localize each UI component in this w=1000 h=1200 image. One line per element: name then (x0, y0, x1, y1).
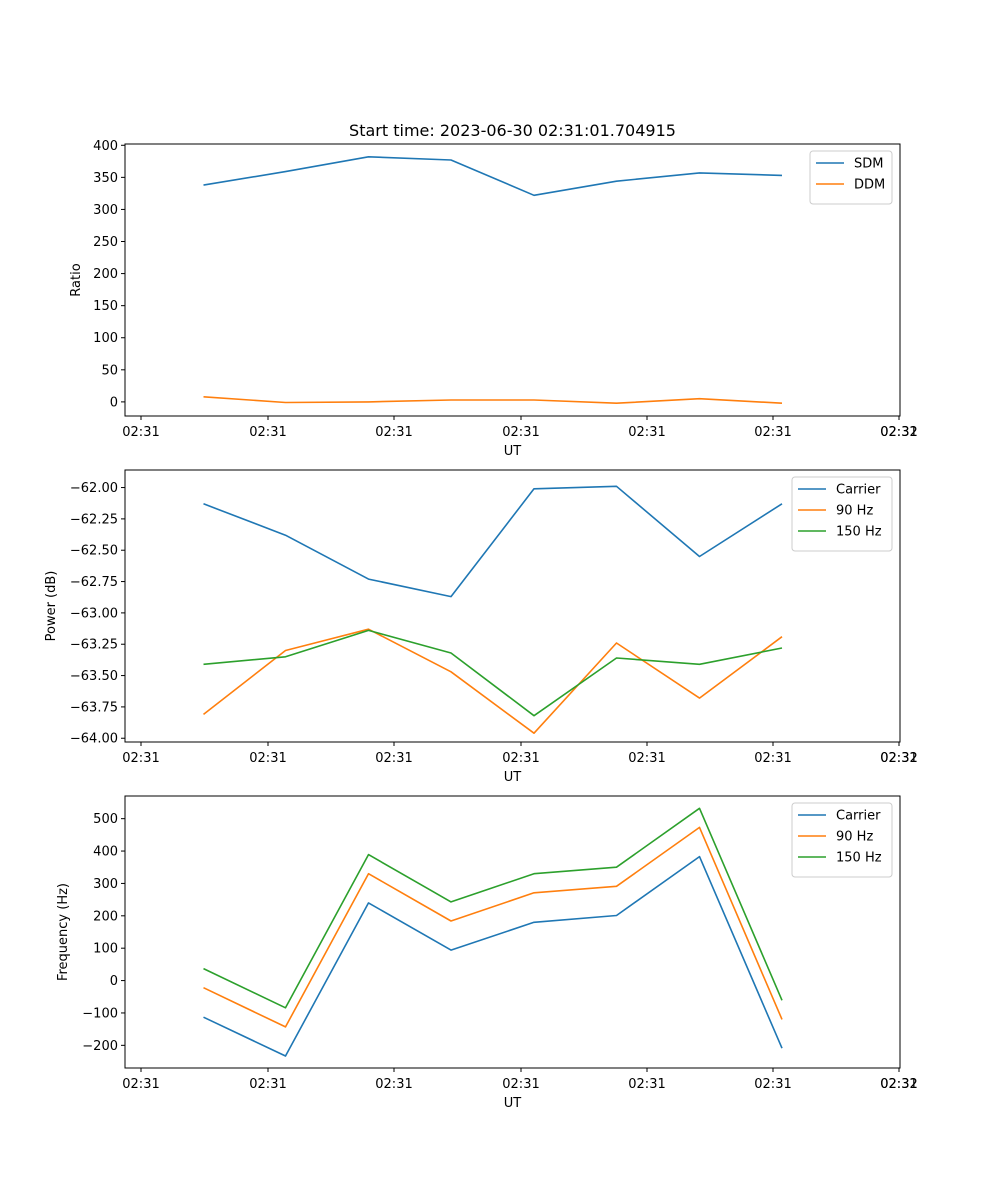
y-tick-label: −62.25 (70, 512, 118, 527)
y-axis-label: Power (dB) (44, 571, 59, 642)
y-tick-label: 50 (101, 363, 118, 378)
y-tick-label: 400 (93, 845, 118, 860)
x-tick-label: 02:31 (754, 751, 791, 766)
legend-label: 90 Hz (836, 830, 873, 845)
series-line-150-hz (203, 807, 783, 1009)
series-line-150-hz (203, 629, 783, 717)
x-axis-label: UT (504, 770, 522, 785)
y-tick-label: 350 (93, 171, 118, 186)
plot-frame (124, 143, 901, 417)
y-tick-label: 300 (93, 877, 118, 892)
x-axis-label: UT (504, 1096, 522, 1111)
y-tick-label: −62.75 (70, 575, 118, 590)
x-axis-label: UT (504, 444, 522, 459)
y-tick-label: −62.00 (70, 481, 118, 496)
x-tick-label: 02:31 (754, 1077, 791, 1092)
y-axis-label: Frequency (Hz) (56, 883, 71, 981)
y-tick-label: −63.25 (70, 638, 118, 653)
x-tick-label: 02:31 (880, 751, 917, 766)
y-tick-label: 150 (93, 299, 118, 314)
series-line-carrier (203, 855, 783, 1057)
x-tick-label: 02:31 (122, 425, 159, 440)
legend-box (791, 802, 893, 878)
y-axis-label: Ratio (69, 263, 84, 296)
legend-label: 150 Hz (836, 525, 882, 540)
plot-frame (124, 795, 901, 1069)
legend-label: SDM (854, 157, 883, 172)
x-tick-label: 02:31 (122, 1077, 159, 1092)
legend-label: Carrier (836, 483, 881, 498)
x-tick-label: 02:31 (628, 751, 665, 766)
power-panel: −64.00 −63.75 −63.50 −63.25 −63.00 −62.75 −62.… (44, 469, 918, 785)
x-tick-label: 02:31 (249, 751, 286, 766)
x-tick-label: 02:31 (375, 1077, 412, 1092)
x-tick-label: 02:31 (122, 751, 159, 766)
legend-box (809, 150, 893, 205)
series-line-carrier (203, 485, 783, 598)
x-tick-label: 02:32 (880, 425, 917, 440)
legend-label: DDM (854, 178, 885, 193)
x-tick-label: 02:31 (502, 1077, 539, 1092)
y-tick-label: −62.50 (70, 544, 118, 559)
series-line-sdm (203, 156, 783, 197)
x-tick-label: 02:31 (249, 425, 286, 440)
y-tick-label: −63.00 (70, 606, 118, 621)
y-tick-label: 400 (93, 139, 118, 154)
x-tick-label: 02:31 (502, 751, 539, 766)
y-tick-label: 200 (93, 909, 118, 924)
y-tick-label: 0 (110, 395, 118, 410)
y-tick-label: 0 (110, 974, 118, 989)
series-line-90-hz (203, 826, 783, 1028)
y-tick-label: 300 (93, 203, 118, 218)
y-tick-label: −100 (82, 1006, 118, 1021)
legend-label: 90 Hz (836, 504, 873, 519)
x-tick-label: 02:32 (880, 1077, 917, 1092)
y-tick-label: −200 (82, 1039, 118, 1054)
y-tick-label: −63.75 (70, 700, 118, 715)
y-tick-label: 100 (93, 331, 118, 346)
plot-frame (124, 469, 901, 743)
x-tick-label: 02:31 (375, 425, 412, 440)
figure-title: Start time: 2023-06-30 02:31:01.704915 (349, 121, 676, 140)
y-tick-label: −64.00 (70, 732, 118, 747)
legend-label: 150 Hz (836, 851, 882, 866)
x-tick-label: 02:31 (628, 425, 665, 440)
x-tick-label: 02:31 (880, 425, 917, 440)
x-tick-label: 02:31 (502, 425, 539, 440)
y-tick-label: −63.50 (70, 669, 118, 684)
x-tick-label: 02:32 (880, 751, 917, 766)
y-tick-label: 200 (93, 267, 118, 282)
series-line-ddm (203, 396, 783, 405)
y-tick-label: 500 (93, 812, 118, 827)
x-tick-label: 02:31 (880, 1077, 917, 1092)
legend-label: Carrier (836, 809, 881, 824)
y-tick-label: 250 (93, 235, 118, 250)
x-tick-label: 02:31 (754, 425, 791, 440)
series-line-90-hz (203, 628, 783, 735)
legend-box (791, 476, 893, 552)
x-tick-label: 02:31 (628, 1077, 665, 1092)
x-tick-label: 02:31 (249, 1077, 286, 1092)
y-tick-label: 100 (93, 942, 118, 957)
x-tick-label: 02:31 (375, 751, 412, 766)
